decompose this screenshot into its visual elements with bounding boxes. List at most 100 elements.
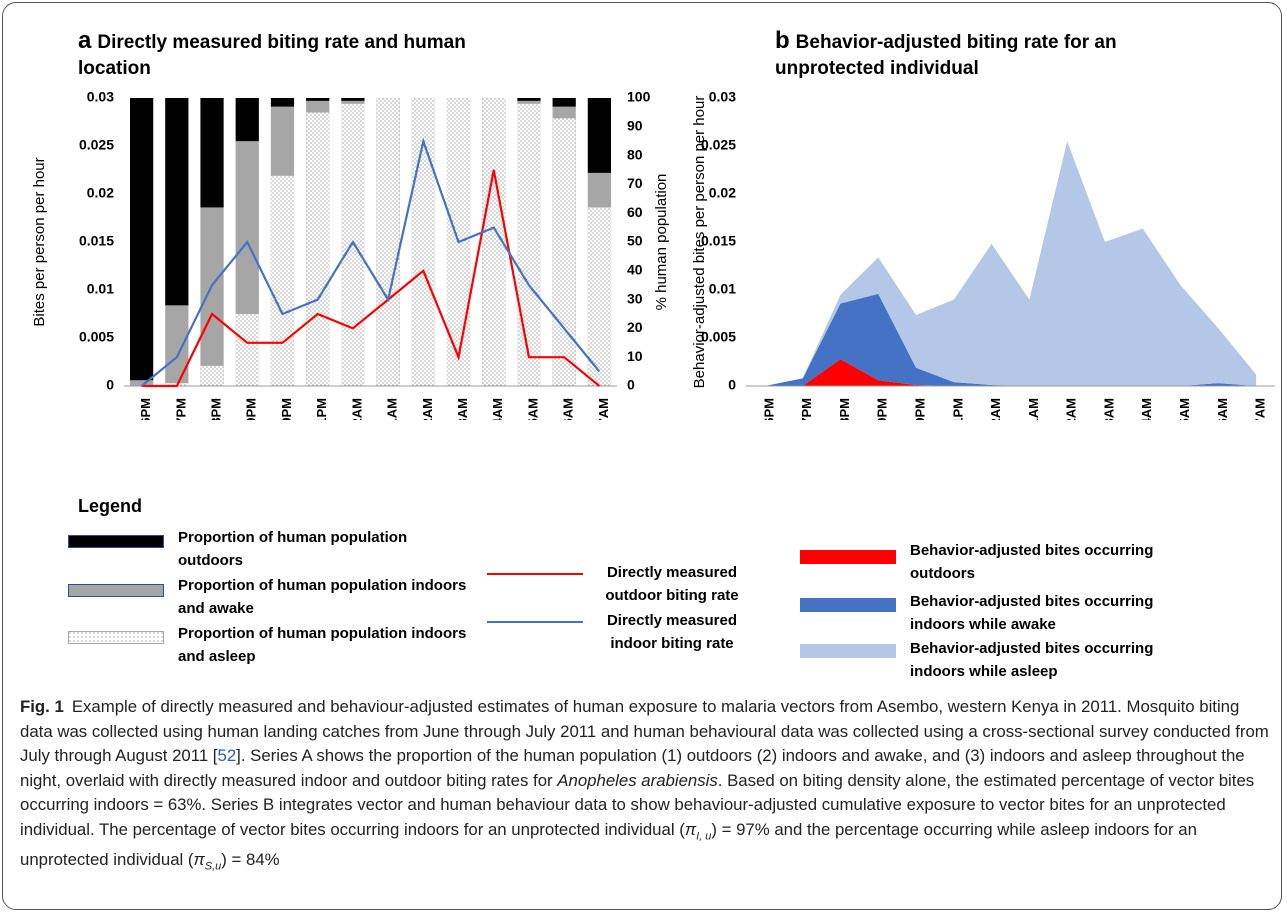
x-tick-label: 1AM-2AM — [420, 398, 435, 420]
x-tick-label: 3AM-4AM — [490, 398, 505, 420]
x-tick-label: 7PM-8PM — [208, 398, 223, 420]
x-tick-label: 6AM-7AM — [1253, 398, 1268, 420]
bar-segment — [235, 313, 260, 387]
bar-segment — [552, 106, 576, 119]
x-tick-label: 6PM-7PM — [173, 398, 188, 420]
x-tick-label: 5AM-6AM — [561, 398, 576, 420]
bar-segment — [341, 103, 365, 387]
x-tick-label: 11PM-12AM — [988, 398, 1003, 420]
bar-segment — [129, 98, 154, 381]
y-tick-label: 0.015 — [701, 233, 736, 249]
legend-key — [68, 583, 164, 597]
bar-segment — [270, 106, 295, 176]
y2-tick-label: 60 — [627, 204, 643, 220]
charts: 0 0.005 0.01 0.015 0.02 0.025 0.03 0 10 20 30 40 50 6… — [31, 89, 1275, 420]
bar-segment — [165, 305, 189, 384]
bar-segment — [587, 98, 612, 173]
y-tick-label: 0.015 — [79, 233, 114, 249]
bar-segment — [305, 112, 330, 387]
caption-text: ) = 97% and the percentage occurring whi… — [20, 819, 1197, 870]
x-tick-label: 3AM-4AM — [1139, 398, 1154, 420]
y-tick-label: 0 — [106, 377, 114, 393]
y2-tick-label: 80 — [627, 146, 643, 162]
area-series — [764, 141, 1257, 386]
x-tick-label: 6PM-7PM — [799, 398, 814, 420]
x-tick-label: 4AM-5AM — [525, 398, 540, 420]
y-tick-label: 0.02 — [709, 185, 736, 201]
x-tick-label: 5PM-6PM — [138, 398, 153, 420]
legend-label: Behavior-adjusted bites occurring indoor… — [910, 640, 1154, 680]
caption-text: S,u — [204, 860, 222, 873]
x-tick-label: 5AM-6AM — [1215, 398, 1230, 420]
x-tick-label: 9PM-10PM — [279, 398, 294, 420]
x-tick-label: 12AM-1AM — [1026, 398, 1041, 420]
x-tick-label: 7PM-8PM — [837, 398, 852, 420]
legend-label: Proportion of human population outdoors — [178, 529, 408, 569]
bar-segment — [235, 141, 259, 314]
line-series — [141, 169, 601, 388]
caption-text: 52 — [217, 746, 237, 765]
bar-segment — [129, 380, 154, 386]
y2-tick-label: 30 — [627, 290, 643, 306]
panel-label: b — [775, 27, 790, 54]
y-tick-label: 0.025 — [701, 137, 736, 153]
bar-segment — [165, 98, 189, 306]
y-tick-label: 0.03 — [709, 89, 736, 105]
x-tick-label: 2AM-3AM — [455, 398, 470, 420]
bar-segment — [341, 100, 365, 104]
y-tick-label: 0.03 — [87, 89, 114, 105]
bar-segment — [341, 98, 365, 101]
bar-segment — [552, 117, 577, 387]
x-tick-label: 1AM-2AM — [1064, 398, 1079, 420]
caption-text: I, u — [696, 829, 712, 842]
caption-text: π — [193, 850, 205, 870]
bar-segment — [517, 103, 541, 387]
bar-segment — [200, 98, 224, 208]
caption: Fig. 1 Example of directly measured and b… — [20, 695, 1270, 879]
legend-key — [487, 573, 583, 575]
y-tick-label: 0.01 — [709, 281, 736, 297]
legend-label: Behavior-adjusted bites occurring outdoo… — [910, 542, 1154, 582]
y-axis-label: Bites per person per hour — [31, 157, 48, 326]
bar-segment — [200, 365, 224, 387]
y-axis-label: Behavior-adjusted bites per person per h… — [691, 96, 708, 389]
legend-label: Directly measured indoor biting rate — [606, 612, 738, 652]
chart-title: a Directly measured biting rate and human… — [78, 28, 538, 82]
bar-segment — [587, 172, 612, 208]
x-tick-label: 9PM-10PM — [912, 398, 927, 420]
y2-tick-label: 100 — [627, 89, 651, 105]
x-tick-label: 6AM-7AM — [596, 398, 611, 420]
legend-key — [800, 550, 896, 564]
y-tick-label: 0.01 — [87, 281, 114, 297]
y2-tick-label: 10 — [627, 348, 643, 364]
x-tick-label: 8PM-9PM — [244, 398, 259, 420]
title-text: Behavior-adjusted biting rate for an unp… — [775, 32, 1117, 79]
caption-label: Fig. 1 — [20, 697, 64, 716]
caption-text: π — [684, 819, 697, 839]
x-tick-label: 4AM-5AM — [1177, 398, 1192, 420]
y-tick-label: 0 — [728, 377, 736, 393]
x-tick-label: 12AM-1AM — [385, 398, 400, 420]
legend-key — [800, 644, 896, 658]
legend-title: Legend — [78, 496, 143, 516]
x-tick-label: 10PM-11PM — [314, 398, 329, 420]
bar-segment — [306, 100, 330, 113]
y-tick-label: 0.025 — [79, 137, 114, 153]
y2-tick-label: 90 — [627, 118, 643, 134]
bar-segment — [517, 100, 541, 104]
y-tick-label: 0.005 — [701, 329, 736, 345]
area-series — [764, 359, 1257, 386]
y2-tick-label: 0 — [627, 377, 635, 393]
line-series — [140, 137, 601, 387]
x-tick-label: 2AM-3AM — [1101, 398, 1116, 420]
x-tick-label: 11PM-12AM — [349, 398, 364, 420]
bar-segment — [376, 97, 400, 387]
area-series — [764, 293, 1257, 386]
y2-tick-label: 20 — [627, 319, 643, 335]
y2-tick-label: 50 — [627, 233, 643, 249]
chart-title: b Behavior-adjusted biting rate for an un… — [775, 28, 1195, 82]
y-tick-label: 0.005 — [79, 329, 114, 345]
y-tick-label: 0.02 — [87, 185, 114, 201]
